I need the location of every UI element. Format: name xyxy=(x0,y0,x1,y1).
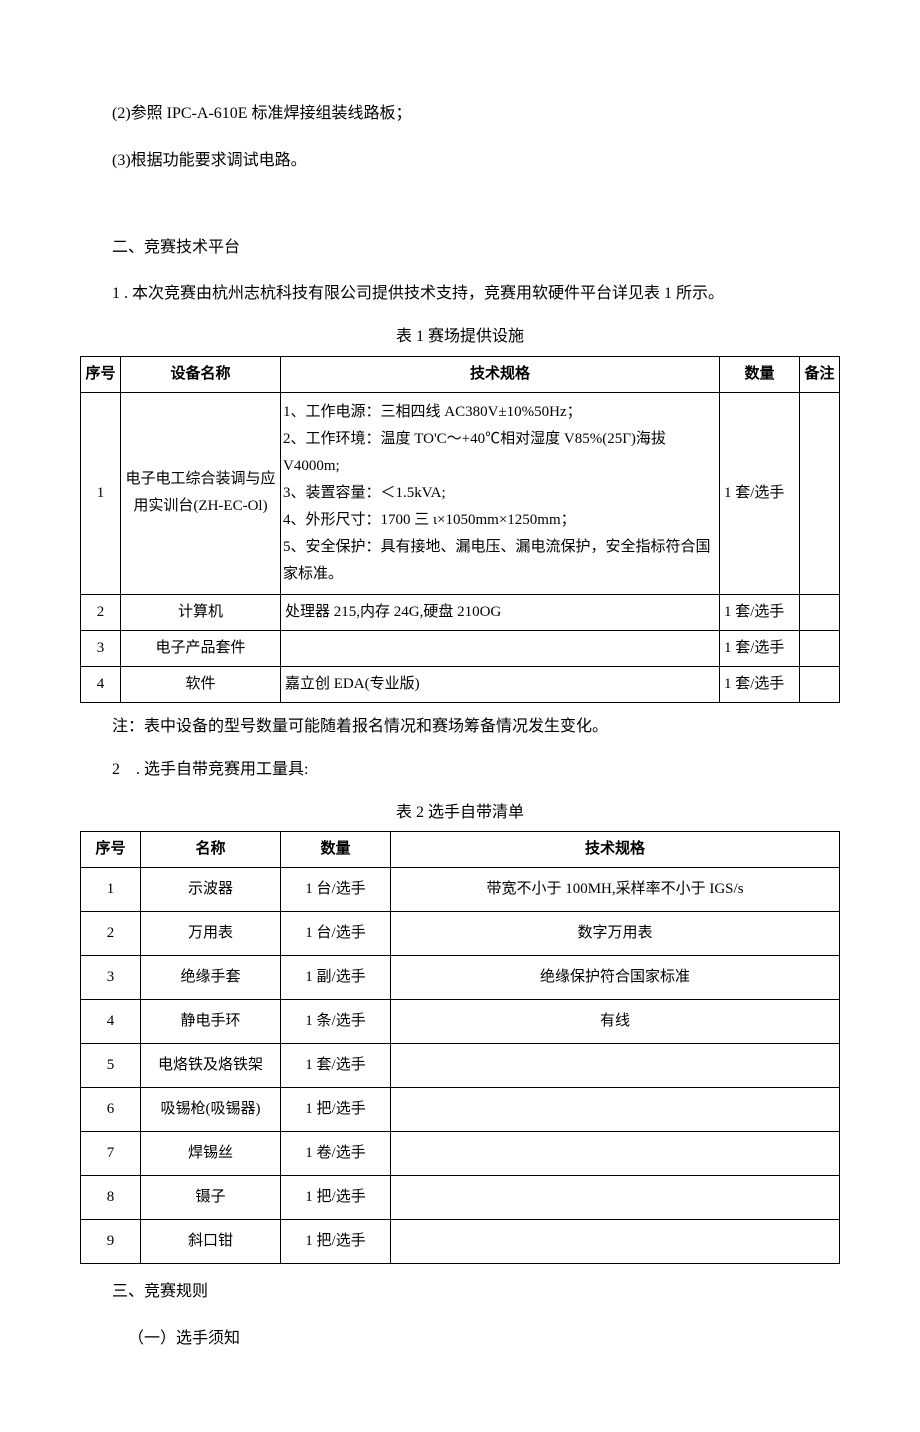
table-1-cell-spec: 1、工作电源：三相四线 AC380V±10%50Hz； 2、工作环境：温度 TO… xyxy=(281,392,720,594)
table-1-header-remark: 备注 xyxy=(800,356,840,392)
paragraph-item-2: (2)参照 IPC-A-610E 标准焊接组装线路板； xyxy=(80,100,840,129)
table-1-cell-qty: 1 套/选手 xyxy=(720,630,800,666)
table-2-row: 8 镊子 1 把/选手 xyxy=(81,1176,840,1220)
table-1-cell-remark xyxy=(800,666,840,702)
spec-line: 5、安全保护：具有接地、漏电压、漏电流保护，安全指标符合国家标准。 xyxy=(283,534,717,588)
table-2-cell-xu: 4 xyxy=(81,1000,141,1044)
table-2-cell-spec xyxy=(391,1176,840,1220)
table-2-cell-xu: 8 xyxy=(81,1176,141,1220)
table-2-row: 4 静电手环 1 条/选手 有线 xyxy=(81,1000,840,1044)
spec-line: 2、工作环境：温度 TO'C～+40℃相对湿度 V85%(25Γ)海拔 V400… xyxy=(283,426,717,480)
table-2-header-xu: 序号 xyxy=(81,832,141,868)
table-1-header-spec: 技术规格 xyxy=(281,356,720,392)
table-2-cell-spec: 有线 xyxy=(391,1000,840,1044)
table-2-header-row: 序号 名称 数量 技术规格 xyxy=(81,832,840,868)
table-1-cell-name: 电子电工综合装调与应用实训台(ZH-EC-Ol) xyxy=(121,392,281,594)
table-2-cell-name: 万用表 xyxy=(141,912,281,956)
table-2-cell-spec xyxy=(391,1220,840,1264)
table-2-cell-xu: 2 xyxy=(81,912,141,956)
table-1-cell-qty: 1 套/选手 xyxy=(720,594,800,630)
table-2-row: 3 绝缘手套 1 副/选手 绝缘保护符合国家标准 xyxy=(81,956,840,1000)
table-1-row-1: 1 电子电工综合装调与应用实训台(ZH-EC-Ol) 1、工作电源：三相四线 A… xyxy=(81,392,840,594)
table-2-row: 9 斜口钳 1 把/选手 xyxy=(81,1220,840,1264)
table-2-cell-qty: 1 把/选手 xyxy=(281,1220,391,1264)
table-1-cell-name: 计算机 xyxy=(121,594,281,630)
paragraph-item-3: (3)根据功能要求调试电路。 xyxy=(80,147,840,176)
table-2-row: 2 万用表 1 台/选手 数字万用表 xyxy=(81,912,840,956)
table-1-cell-xu: 3 xyxy=(81,630,121,666)
spec-line: 3、装置容量：＜1.5kVA; xyxy=(283,480,717,507)
table-2-cell-qty: 1 把/选手 xyxy=(281,1088,391,1132)
table-1-caption: 表 1 赛场提供设施 xyxy=(80,323,840,352)
table-1-header-xu: 序号 xyxy=(81,356,121,392)
document-page: (2)参照 IPC-A-610E 标准焊接组装线路板； (3)根据功能要求调试电… xyxy=(0,0,920,1432)
table-1-cell-remark xyxy=(800,630,840,666)
table-2-cell-qty: 1 台/选手 xyxy=(281,912,391,956)
table-2-cell-qty: 1 把/选手 xyxy=(281,1176,391,1220)
table-2-cell-spec xyxy=(391,1132,840,1176)
spacer xyxy=(80,194,840,234)
table-1-row-2: 2 计算机 处理器 215,内存 24G,硬盘 210OG 1 套/选手 xyxy=(81,594,840,630)
section-2-item-1: 1 . 本次竞赛由杭州志杭科技有限公司提供技术支持，竞赛用软硬件平台详见表 1 … xyxy=(80,280,840,309)
table-1-cell-qty: 1 套/选手 xyxy=(720,392,800,594)
table-2-cell-name: 示波器 xyxy=(141,868,281,912)
table-2-cell-xu: 5 xyxy=(81,1044,141,1088)
table-2-cell-xu: 9 xyxy=(81,1220,141,1264)
table-2-row: 1 示波器 1 台/选手 带宽不小于 100MH,采样率不小于 IGS/s xyxy=(81,868,840,912)
table-2-cell-name: 镊子 xyxy=(141,1176,281,1220)
table-2-cell-xu: 3 xyxy=(81,956,141,1000)
table-1: 序号 设备名称 技术规格 数量 备注 1 电子电工综合装调与应用实训台(ZH-E… xyxy=(80,356,840,703)
table-2-cell-qty: 1 台/选手 xyxy=(281,868,391,912)
table-2-cell-xu: 1 xyxy=(81,868,141,912)
table-1-note: 注：表中设备的型号数量可能随着报名情况和赛场筹备情况发生变化。 xyxy=(80,713,840,742)
table-2-cell-spec: 带宽不小于 100MH,采样率不小于 IGS/s xyxy=(391,868,840,912)
table-2: 序号 名称 数量 技术规格 1 示波器 1 台/选手 带宽不小于 100MH,采… xyxy=(80,831,840,1264)
table-1-cell-remark xyxy=(800,392,840,594)
table-2-row: 5 电烙铁及烙铁架 1 套/选手 xyxy=(81,1044,840,1088)
table-2-cell-qty: 1 卷/选手 xyxy=(281,1132,391,1176)
table-1-cell-qty: 1 套/选手 xyxy=(720,666,800,702)
table-1-cell-xu: 1 xyxy=(81,392,121,594)
table-2-cell-name: 吸锡枪(吸锡器) xyxy=(141,1088,281,1132)
table-2-cell-xu: 7 xyxy=(81,1132,141,1176)
section-2-title: 二、竞赛技术平台 xyxy=(80,234,840,263)
table-2-header-spec: 技术规格 xyxy=(391,832,840,868)
table-2-header-name: 名称 xyxy=(141,832,281,868)
table-2-cell-spec xyxy=(391,1044,840,1088)
table-2-cell-qty: 1 条/选手 xyxy=(281,1000,391,1044)
section-3-sub-1: （一）选手须知 xyxy=(80,1325,840,1354)
table-2-cell-name: 绝缘手套 xyxy=(141,956,281,1000)
table-1-header-qty: 数量 xyxy=(720,356,800,392)
table-1-cell-spec: 处理器 215,内存 24G,硬盘 210OG xyxy=(281,594,720,630)
table-2-row: 6 吸锡枪(吸锡器) 1 把/选手 xyxy=(81,1088,840,1132)
table-2-cell-spec: 绝缘保护符合国家标准 xyxy=(391,956,840,1000)
table-1-row-4: 4 软件 嘉立创 EDA(专业版) 1 套/选手 xyxy=(81,666,840,702)
table-1-cell-name: 软件 xyxy=(121,666,281,702)
section-2-item-2: 2 . 选手自带竞赛用工量具: xyxy=(80,756,840,785)
table-2-cell-name: 焊锡丝 xyxy=(141,1132,281,1176)
table-1-cell-spec: 嘉立创 EDA(专业版) xyxy=(281,666,720,702)
table-1-header-name: 设备名称 xyxy=(121,356,281,392)
table-2-cell-qty: 1 套/选手 xyxy=(281,1044,391,1088)
table-1-cell-remark xyxy=(800,594,840,630)
table-2-cell-spec xyxy=(391,1088,840,1132)
table-2-cell-name: 斜口钳 xyxy=(141,1220,281,1264)
table-1-cell-name: 电子产品套件 xyxy=(121,630,281,666)
spec-line: 4、外形尺寸：1700 三 ι×1050mm×1250mm； xyxy=(283,507,717,534)
table-2-cell-spec: 数字万用表 xyxy=(391,912,840,956)
spec-line: 1、工作电源：三相四线 AC380V±10%50Hz； xyxy=(283,399,717,426)
section-3-title: 三、竞赛规则 xyxy=(80,1278,840,1307)
table-1-row-3: 3 电子产品套件 1 套/选手 xyxy=(81,630,840,666)
table-1-cell-spec xyxy=(281,630,720,666)
table-2-cell-qty: 1 副/选手 xyxy=(281,956,391,1000)
table-2-cell-name: 静电手环 xyxy=(141,1000,281,1044)
table-2-cell-name: 电烙铁及烙铁架 xyxy=(141,1044,281,1088)
table-2-header-qty: 数量 xyxy=(281,832,391,868)
table-2-cell-xu: 6 xyxy=(81,1088,141,1132)
table-1-cell-xu: 4 xyxy=(81,666,121,702)
table-1-header-row: 序号 设备名称 技术规格 数量 备注 xyxy=(81,356,840,392)
table-2-row: 7 焊锡丝 1 卷/选手 xyxy=(81,1132,840,1176)
table-2-caption: 表 2 选手自带清单 xyxy=(80,799,840,828)
table-1-cell-xu: 2 xyxy=(81,594,121,630)
